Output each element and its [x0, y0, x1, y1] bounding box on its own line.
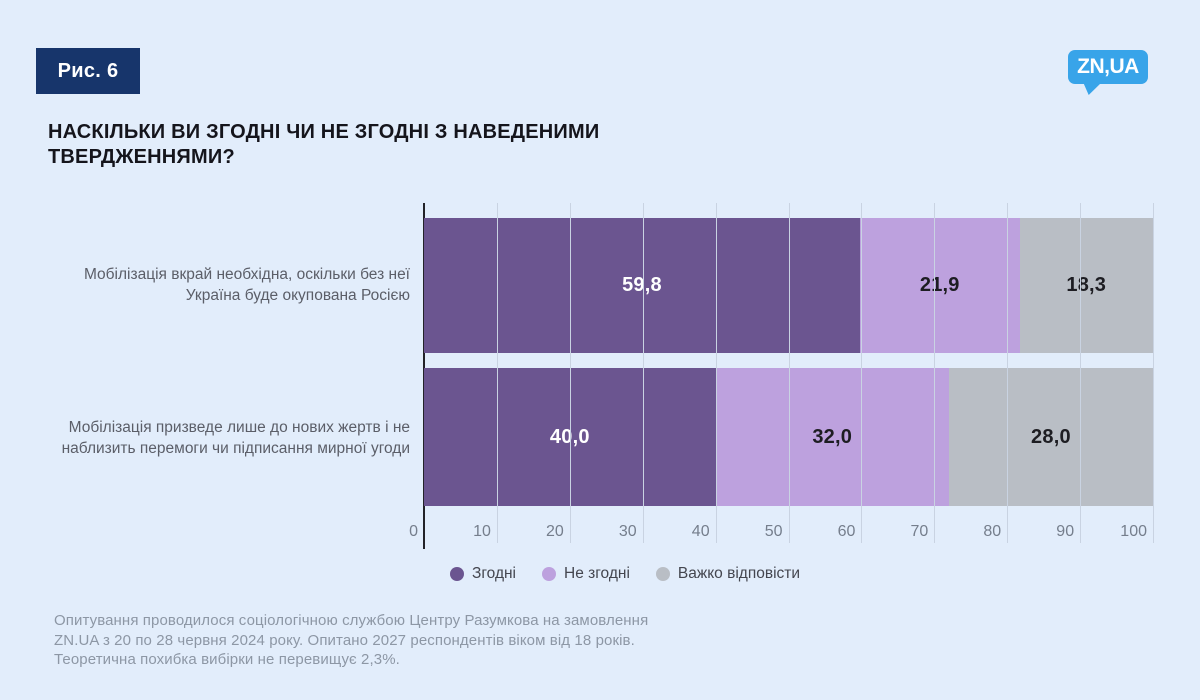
bar-segment: 18,3	[1019, 218, 1153, 353]
x-tick-label: 60	[837, 523, 856, 540]
gridline	[1080, 203, 1082, 543]
bar-segment: 28,0	[948, 368, 1153, 506]
source-note-line-2: ZN.UA з 20 по 28 червня 2024 року. Опита…	[54, 631, 635, 649]
chart-title-line-1: НАСКІЛЬКИ ВИ ЗГОДНІ ЧИ НЕ ЗГОДНІ З НАВЕД…	[48, 121, 600, 143]
legend: Згодні Не згодні Важко відповісти	[450, 565, 800, 583]
legend-swatch-icon	[542, 567, 557, 581]
x-tick-label: 20	[546, 523, 564, 540]
legend-item: Не згодні	[542, 565, 630, 583]
category-label-1: Мобілізація вкрай необхідна, оскільки бе…	[83, 266, 410, 304]
gridline	[861, 203, 863, 543]
gridline	[788, 203, 790, 543]
plot-area: 59,821,918,3 40,032,028,0 0 10 20 30 40 50 60 7…	[409, 203, 1154, 549]
gridline	[1007, 203, 1009, 543]
x-tick-label: 70	[910, 523, 929, 540]
speech-bubble-tail-icon	[1083, 82, 1102, 95]
x-tick-label: 80	[983, 523, 1002, 540]
gridline	[569, 203, 571, 543]
bar-segment: 59,8	[424, 218, 860, 353]
gridline	[715, 203, 717, 543]
bar-segment: 32,0	[715, 368, 949, 506]
legend-label: Не згодні	[564, 565, 630, 582]
x-tick-label: 10	[473, 523, 491, 540]
chart-title: НАСКІЛЬКИ ВИ ЗГОДНІ ЧИ НЕ ЗГОДНІ З НАВЕД…	[48, 120, 599, 170]
gridline	[1153, 203, 1154, 543]
legend-label: Важко відповісти	[677, 565, 801, 582]
x-tick-label: 0	[409, 523, 418, 540]
x-tick-label: 40	[691, 523, 710, 540]
gridline	[496, 203, 498, 543]
legend-swatch-icon	[450, 567, 464, 581]
chart-title-line-2: ТВЕРДЖЕННЯМИ?	[48, 146, 235, 168]
legend-item: Важко відповісти	[655, 565, 801, 583]
x-tick-label: 100	[1120, 523, 1147, 540]
gridline	[934, 203, 936, 543]
x-tick-label: 90	[1056, 523, 1075, 540]
x-tick-label: 30	[618, 523, 637, 540]
legend-item: Згодні	[450, 565, 516, 583]
source-note-line-3: Теоретична похибка вибірки не перевищує …	[54, 651, 400, 668]
gridline	[642, 203, 644, 543]
category-label-2: Мобілізація призведе лише до нових жертв…	[61, 419, 410, 457]
zn-ua-logo: ZN,UA	[1068, 50, 1160, 96]
bar-row: 40,0 32,0 28,0	[424, 368, 1153, 506]
bar-segment: 21,9	[859, 218, 1020, 353]
legend-label: Згодні	[472, 565, 517, 582]
figure-number-badge: Рис. 6	[36, 48, 140, 94]
x-tick-label: 50	[764, 523, 783, 540]
zn-ua-logo-box: ZN,UA	[1068, 50, 1148, 84]
legend-swatch-icon	[655, 567, 670, 581]
source-note-line-1: Опитування проводилося соціологічною слу…	[54, 612, 649, 629]
bar-row: 59,821,918,3	[424, 218, 1153, 353]
source-note: Опитування проводилося соціологічною слу…	[54, 611, 648, 670]
figure-number-label: Рис. 6	[57, 59, 119, 82]
stacked-bar-chart: Мобілізація вкрай необхідна, оскільки бе…	[0, 203, 1200, 603]
zn-ua-logo-text: ZN,UA	[1077, 55, 1139, 78]
